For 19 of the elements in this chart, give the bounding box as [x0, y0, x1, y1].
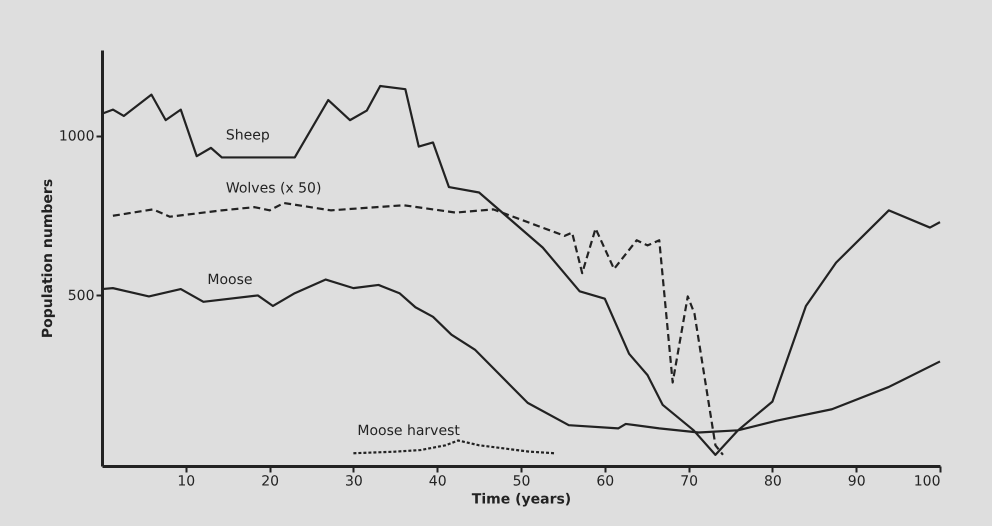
- x-axis-title: Time (years): [472, 492, 572, 508]
- x-tick-label: 10: [177, 474, 196, 490]
- x-tick-label: 40: [428, 474, 447, 490]
- x-tick-label: 90: [848, 474, 866, 490]
- series-label: Sheep: [226, 127, 270, 144]
- y-axis-title: Population numbers: [40, 178, 56, 338]
- x-tick-label: 80: [764, 474, 782, 490]
- x-tick-label: 60: [596, 474, 614, 490]
- series-label: Moose harvest: [357, 423, 460, 440]
- series-label: Moose: [207, 272, 253, 288]
- y-tick-label: 1000: [58, 128, 94, 145]
- line-series: [352, 439, 556, 454]
- series-label: Wolves (x 50): [226, 180, 322, 196]
- x-tick-label: 70: [680, 474, 698, 490]
- x-tick-label: 100: [914, 474, 940, 490]
- x-tick-label: 50: [512, 474, 530, 490]
- y-tick-label: 500: [68, 288, 94, 304]
- x-tick-label: 20: [261, 474, 280, 490]
- x-tick-label: 30: [344, 474, 363, 490]
